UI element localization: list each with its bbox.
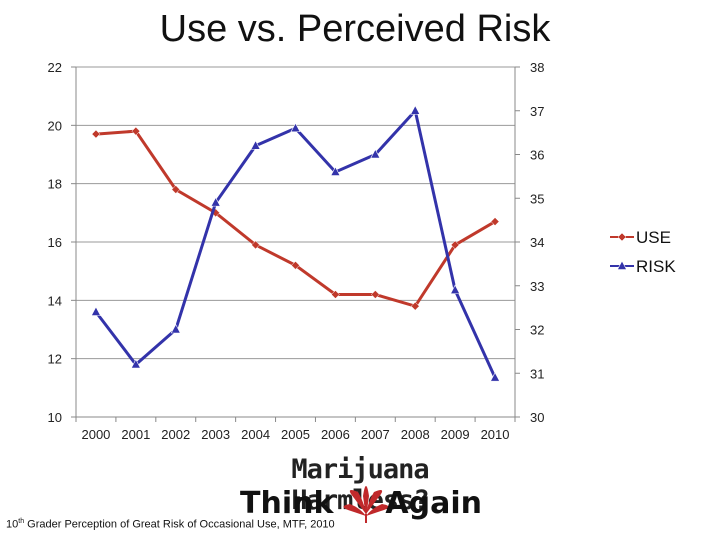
data-point	[130, 358, 141, 369]
right-axis-tick-label: 32	[530, 323, 544, 338]
data-point	[91, 129, 101, 139]
left-axis-tick-label: 12	[48, 352, 62, 367]
data-point	[291, 260, 300, 270]
gridlines	[76, 66, 515, 418]
x-axis-tick-label: 2002	[161, 427, 190, 442]
x-axis-tick-label: 2000	[81, 427, 110, 442]
data-point	[330, 166, 341, 176]
right-axis-tick-label: 30	[530, 410, 544, 425]
left-axis-ticks: 10 12 14 16 18 20 22	[48, 60, 62, 425]
right-axis-tick-label: 31	[530, 366, 544, 381]
series-layer	[90, 105, 501, 382]
data-point	[90, 306, 101, 316]
data-point	[410, 105, 421, 115]
x-axis-tick-label: 2003	[201, 427, 230, 442]
left-axis-tick-label: 16	[48, 235, 62, 250]
caption-ordinal: 10	[6, 518, 19, 531]
x-axis-tick-label: 2010	[481, 427, 510, 442]
x-axis-ticks: 2000 2001 2002 2003 2004 2005 2006 2007 2008 2009…	[81, 427, 509, 442]
cannabis-leaf-icon	[343, 486, 389, 523]
data-point	[370, 290, 380, 299]
legend-label: RISK	[636, 257, 676, 276]
data-point	[171, 185, 181, 194]
data-point	[450, 284, 461, 294]
series-line-use	[95, 129, 496, 308]
caption-text: Grader Perception of Great Risk of Occas…	[24, 518, 335, 531]
right-axis-tick-label: 33	[530, 279, 544, 294]
data-point	[290, 122, 301, 133]
right-axis-tick-label: 37	[530, 104, 544, 119]
x-axis-tick-label: 2007	[361, 427, 390, 442]
data-point	[370, 148, 381, 159]
x-axis-tick-label: 2005	[281, 427, 310, 442]
source-caption: 10th Grader Perception of Great Risk of …	[6, 518, 335, 531]
legend-entry-use: USE	[610, 228, 671, 247]
x-axis-tick-label: 2001	[121, 427, 150, 442]
legend: USE RISK	[610, 228, 676, 276]
data-point	[617, 260, 627, 270]
x-axis-tick-label: 2009	[441, 427, 470, 442]
logo-think: Think	[240, 486, 334, 521]
data-point	[131, 126, 141, 136]
axes	[71, 66, 520, 422]
legend-entry-risk: RISK	[610, 257, 676, 276]
right-axis-ticks: 30 31 32 33 34 35 36 37 38	[530, 60, 544, 425]
x-axis-tick-label: 2006	[321, 427, 350, 442]
data-point	[170, 323, 181, 334]
data-point	[251, 240, 260, 250]
left-axis-tick-label: 10	[48, 410, 62, 425]
left-axis-tick-label: 14	[48, 293, 62, 308]
series-use	[91, 126, 500, 311]
data-point	[410, 301, 420, 311]
data-point	[617, 232, 627, 242]
right-axis-tick-label: 34	[530, 235, 544, 250]
series-line-risk	[94, 107, 497, 379]
data-point	[331, 290, 340, 299]
caption-ordinal-suffix: th	[18, 518, 25, 525]
left-axis-tick-label: 18	[48, 177, 62, 192]
right-axis-tick-label: 36	[530, 148, 544, 163]
data-point	[450, 240, 460, 250]
legend-label: USE	[636, 228, 671, 247]
x-axis-tick-label: 2008	[401, 427, 430, 442]
series-risk	[90, 105, 501, 382]
right-axis-tick-label: 35	[530, 191, 544, 206]
x-axis-tick-label: 2004	[241, 427, 270, 442]
right-axis-tick-label: 38	[530, 60, 544, 75]
chart-title: Use vs. Perceived Risk	[159, 8, 551, 50]
left-axis-tick-label: 22	[48, 60, 62, 75]
data-point	[490, 217, 500, 226]
data-point	[490, 371, 501, 382]
data-point	[250, 140, 261, 150]
data-point	[210, 196, 221, 207]
logo-again: Again	[385, 486, 482, 521]
marijuana-harmless-logo: Marijuana Harmless? Think Again	[236, 454, 484, 523]
left-axis-tick-label: 20	[48, 118, 62, 133]
